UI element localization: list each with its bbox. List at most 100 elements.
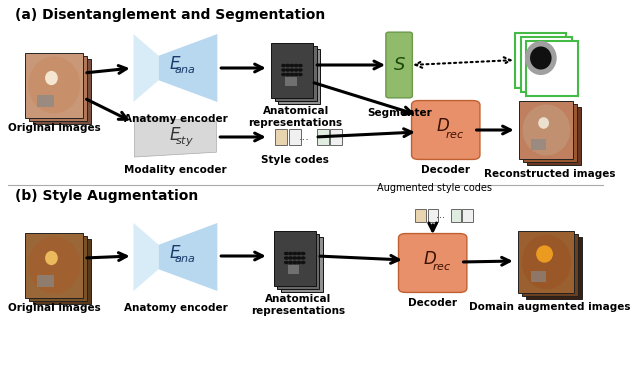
Bar (521, 37, 572, 91)
Circle shape (294, 64, 298, 67)
Bar (522, 234, 578, 296)
Polygon shape (134, 117, 216, 157)
Circle shape (291, 64, 294, 67)
Circle shape (286, 69, 289, 71)
Polygon shape (134, 34, 159, 102)
Text: $\mathbf{\mathit{D}}$: $\mathbf{\mathit{D}}$ (436, 117, 450, 135)
Text: Anatomy encoder: Anatomy encoder (124, 114, 227, 124)
Circle shape (293, 262, 296, 263)
Bar (526, 40, 578, 95)
Circle shape (291, 69, 294, 71)
Text: (a) Disentanglement and Segmentation: (a) Disentanglement and Segmentation (15, 8, 325, 22)
Text: $\mathbf{\mathit{sty}}$: $\mathbf{\mathit{sty}}$ (175, 134, 194, 148)
Text: $\mathbf{\mathit{rec}}$: $\mathbf{\mathit{rec}}$ (445, 128, 465, 139)
Bar (520, 101, 573, 159)
Text: $\mathbf{\mathit{ana}}$: $\mathbf{\mathit{ana}}$ (174, 254, 196, 264)
Text: Segmenter: Segmenter (367, 108, 431, 118)
Ellipse shape (525, 41, 557, 75)
Bar (29, 235, 87, 300)
Text: Domain augmented images: Domain augmented images (469, 302, 631, 312)
Text: Original images: Original images (8, 123, 100, 133)
Polygon shape (134, 223, 159, 291)
Bar (531, 139, 547, 150)
Polygon shape (159, 223, 218, 291)
Circle shape (285, 257, 288, 259)
Ellipse shape (538, 117, 549, 129)
Bar (526, 237, 582, 299)
Circle shape (286, 64, 289, 67)
Text: $\mathbf{\mathit{D}}$: $\mathbf{\mathit{D}}$ (423, 250, 437, 268)
Circle shape (299, 69, 302, 71)
Bar (451, 209, 461, 222)
Circle shape (285, 252, 288, 255)
FancyBboxPatch shape (412, 101, 480, 159)
Bar (523, 104, 577, 162)
Ellipse shape (28, 56, 80, 114)
Text: $\mathbf{\mathit{rec}}$: $\mathbf{\mathit{rec}}$ (432, 262, 452, 272)
Circle shape (285, 262, 288, 263)
Text: $\mathbf{\mathit{E}}$: $\mathbf{\mathit{E}}$ (169, 55, 182, 73)
Circle shape (286, 74, 289, 75)
Circle shape (282, 74, 285, 75)
Bar (275, 46, 317, 101)
Bar (415, 209, 426, 222)
Circle shape (289, 262, 292, 263)
Circle shape (294, 69, 298, 71)
Bar (518, 231, 574, 293)
Text: $\mathbf{\mathit{E}}$: $\mathbf{\mathit{E}}$ (169, 126, 182, 144)
Circle shape (289, 252, 292, 255)
Polygon shape (159, 34, 218, 102)
Ellipse shape (536, 245, 553, 263)
Ellipse shape (28, 236, 80, 294)
Text: Decoder: Decoder (408, 298, 457, 308)
Text: Style codes: Style codes (260, 155, 329, 165)
Ellipse shape (45, 251, 58, 265)
Bar (463, 209, 473, 222)
Bar (38, 275, 54, 287)
Bar (29, 56, 87, 121)
Circle shape (299, 74, 302, 75)
Bar (330, 129, 342, 145)
Text: Original images: Original images (8, 303, 100, 313)
Bar (33, 239, 91, 303)
Text: Anatomy encoder: Anatomy encoder (124, 303, 227, 313)
Bar (289, 129, 301, 145)
Circle shape (297, 257, 301, 259)
Bar (278, 48, 321, 104)
Bar (271, 43, 313, 98)
Text: Anatomical
representations: Anatomical representations (248, 106, 343, 128)
Text: Modality encoder: Modality encoder (124, 165, 227, 175)
Circle shape (294, 74, 298, 75)
Text: Reconstructed images: Reconstructed images (484, 169, 616, 179)
Circle shape (299, 64, 302, 67)
Ellipse shape (522, 235, 571, 289)
Circle shape (282, 69, 285, 71)
Circle shape (293, 257, 296, 259)
Bar (288, 265, 300, 274)
Bar (515, 33, 566, 87)
Circle shape (289, 257, 292, 259)
FancyBboxPatch shape (386, 32, 412, 98)
Bar (281, 236, 323, 292)
Bar (26, 53, 83, 118)
Text: ...: ... (436, 210, 445, 220)
Bar (26, 232, 83, 297)
Bar (531, 271, 547, 282)
Text: $\mathbf{\mathit{ana}}$: $\mathbf{\mathit{ana}}$ (174, 65, 196, 75)
Circle shape (282, 64, 285, 67)
Bar (527, 107, 581, 165)
Bar (285, 77, 296, 86)
Text: $\mathbf{\mathit{E}}$: $\mathbf{\mathit{E}}$ (169, 244, 182, 262)
Bar (317, 129, 329, 145)
Circle shape (297, 262, 301, 263)
Text: $\mathbf{\mathit{S}}$: $\mathbf{\mathit{S}}$ (393, 56, 406, 74)
Text: ...: ... (299, 132, 310, 142)
Circle shape (297, 252, 301, 255)
Text: Decoder: Decoder (421, 165, 470, 175)
Bar (278, 233, 319, 289)
Circle shape (301, 262, 305, 263)
Circle shape (301, 252, 305, 255)
Text: (b) Style Augmentation: (b) Style Augmentation (15, 189, 198, 203)
Bar (274, 231, 316, 286)
Ellipse shape (523, 104, 570, 155)
